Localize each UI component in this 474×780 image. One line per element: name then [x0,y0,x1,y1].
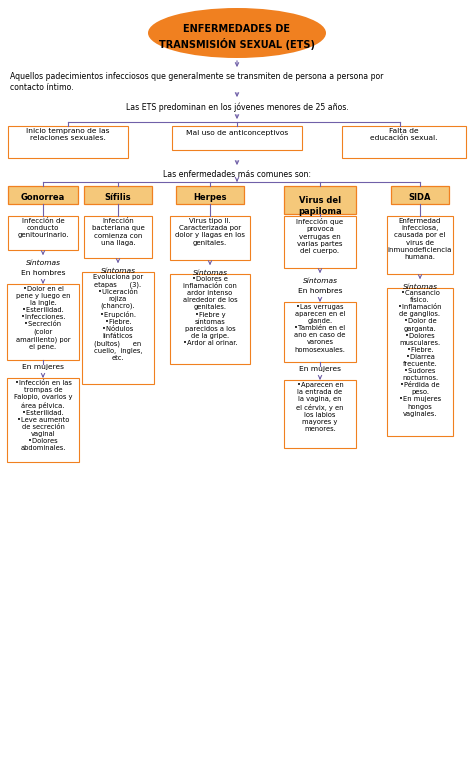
Text: Virus tipo II.
Caracterizada por
dolor y llagas en los
genitales.: Virus tipo II. Caracterizada por dolor y… [175,218,245,246]
Text: •Aparecen en
la entrada de
la vagina, en
el cérvix, y en
los labios
mayores y
me: •Aparecen en la entrada de la vagina, en… [296,382,344,432]
Bar [8,126,128,158]
Text: Síntomas: Síntomas [192,270,228,276]
Text: Enfermedad
infecciosa,
causada por el
virus de
inmunodeficiencia
humana.: Enfermedad infecciosa, causada por el vi… [388,218,452,261]
Bar [176,186,244,204]
Text: •Dolores e
inflamación con
ardor intenso
alrededor de los
genitales.
•Fiebre y
s: •Dolores e inflamación con ardor intenso… [182,276,237,346]
Bar [170,216,250,260]
Text: Evoluciona por
etapas      (3).
•Ulceración
rojiza
(chancro).
•Erupción.
•Fiebre: Evoluciona por etapas (3). •Ulceración r… [93,274,143,361]
Text: •Infección en las
trompas de
Falopio, ovarios y
área pélvica.
•Esterilidad.
•Lev: •Infección en las trompas de Falopio, ov… [14,380,72,451]
Bar [342,126,466,158]
Text: SIDA: SIDA [409,193,431,202]
Bar [391,186,449,204]
Text: Síntomas: Síntomas [402,284,438,290]
Text: •Cansancio
físico.
•Inflamación
de ganglios.
•Dolor de
garganta.
•Dolores
muscul: •Cansancio físico. •Inflamación de gangl… [398,290,442,417]
Text: Sífilis: Sífilis [105,193,131,202]
Text: Infección
bacteriana que
comienza con
una llaga.: Infección bacteriana que comienza con un… [91,218,145,246]
Bar [284,216,356,268]
Bar [82,272,154,384]
Bar [8,186,78,204]
Text: Síntomas: Síntomas [100,268,136,274]
Bar [387,216,453,274]
Text: Gonorrea: Gonorrea [21,193,65,202]
Text: Síntomas: Síntomas [26,260,61,266]
Text: ENFERMEDADES DE
TRANSMISIÓN SEXUAL (ETS): ENFERMEDADES DE TRANSMISIÓN SEXUAL (ETS) [159,24,315,50]
Text: En mujeres: En mujeres [22,364,64,370]
Text: En hombres: En hombres [21,270,65,276]
Text: Las enfermedades más comunes son:: Las enfermedades más comunes son: [163,170,311,179]
Bar [387,288,453,436]
Text: Herpes: Herpes [193,193,227,202]
Bar [7,378,79,462]
Text: Aquellos padecimientos infecciosos que generalmente se transmiten de persona a p: Aquellos padecimientos infecciosos que g… [10,72,383,93]
Text: En mujeres: En mujeres [299,366,341,372]
Text: Las ETS predominan en los jóvenes menores de 25 años.: Las ETS predominan en los jóvenes menore… [126,102,348,112]
Text: Falta de
educación sexual.: Falta de educación sexual. [370,128,438,141]
Bar [284,186,356,214]
Text: Inicio temprano de las
relaciones sexuales.: Inicio temprano de las relaciones sexual… [26,128,110,141]
Text: Infección que
provoca
verrugas en
varias partes
del cuerpo.: Infección que provoca verrugas en varias… [296,218,344,254]
Text: Infección de
conducto
genitourinario.: Infección de conducto genitourinario. [17,218,69,239]
Bar [84,216,152,258]
Bar [84,186,152,204]
Text: •Las verrugas
aparecen en el
glande.
•También en el
ano en caso de
varones
homos: •Las verrugas aparecen en el glande. •Ta… [294,304,346,353]
Bar [7,284,79,360]
Text: Mal uso de anticonceptivos: Mal uso de anticonceptivos [186,130,288,136]
Bar [284,302,356,362]
Ellipse shape [148,8,326,58]
Bar [172,126,302,150]
Bar [284,380,356,448]
Text: Síntomas: Síntomas [302,278,337,284]
Text: En hombres: En hombres [298,288,342,294]
Bar [170,274,250,364]
Bar [8,216,78,250]
Text: Virus del
papiloma: Virus del papiloma [298,196,342,216]
Text: •Dolor en el
pene y luego en
la ingle.
•Esterilidad.
•Infecciones.
•Secreción
(c: •Dolor en el pene y luego en la ingle. •… [16,286,70,349]
